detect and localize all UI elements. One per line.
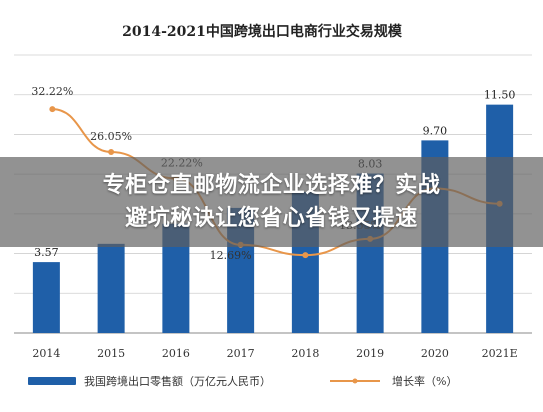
legend-bar-label: 我国跨境出口零售额（万亿元人民币） <box>84 374 271 388</box>
growth-value-label-2017: 12.69% <box>210 249 252 262</box>
x-tick-label-2017: 2017 <box>227 347 255 360</box>
legend-bar-swatch <box>28 377 76 385</box>
banner-headline-line-1: 专柜仓直邮物流企业选择难？实战 <box>102 173 441 198</box>
growth-point-2014 <box>49 106 56 113</box>
x-tick-label-2016: 2016 <box>162 347 190 360</box>
bar-value-label-2021E: 11.50 <box>484 89 516 102</box>
legend-line-label: 增长率（%） <box>392 374 457 388</box>
bar-value-label-2014: 3.57 <box>34 246 59 259</box>
legend: 我国跨境出口零售额（万亿元人民币） 增长率（%） <box>28 374 457 388</box>
growth-point-2018 <box>302 252 309 259</box>
bar-value-label-2020: 9.70 <box>423 124 448 137</box>
banner-headline-line-2: 避坑秘诀让您省心省钱又提速 <box>125 206 418 231</box>
growth-point-2015 <box>108 148 115 155</box>
growth-value-label-2015: 26.05% <box>90 130 132 143</box>
chart-title: 2014-2021中国跨境出口电商行业交易规模 <box>122 23 403 40</box>
x-tick-label-2014: 2014 <box>32 347 60 360</box>
x-tick-label-2020: 2020 <box>421 347 449 360</box>
x-tick-label-2015: 2015 <box>97 347 125 360</box>
growth-value-label-2014: 32.22% <box>31 85 73 98</box>
x-axis: 2014 2015 2016 2017 2018 2019 2020 2021E <box>32 347 517 360</box>
overlay-banner: 专柜仓直邮物流企业选择难？实战 避坑秘诀让您省心省钱又提速 <box>0 157 543 247</box>
legend-line-marker <box>352 378 358 384</box>
bar-2014 <box>32 262 60 333</box>
x-tick-label-2018: 2018 <box>291 347 319 360</box>
bar-2015 <box>97 243 125 333</box>
x-tick-label-2019: 2019 <box>356 347 384 360</box>
x-tick-label-2021E: 2021E <box>482 347 518 360</box>
